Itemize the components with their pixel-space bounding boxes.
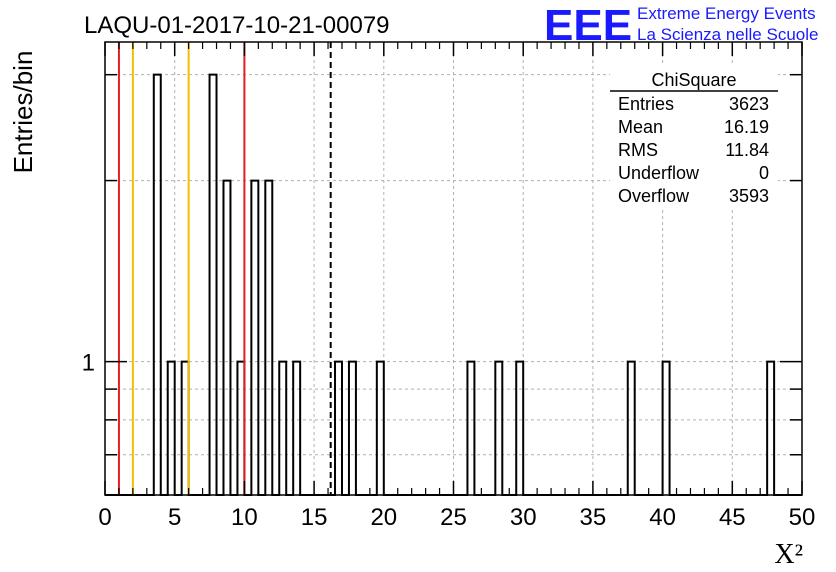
x-tick-label: 35 <box>580 504 607 531</box>
histogram-bin <box>182 362 189 495</box>
x-tick-label: 15 <box>301 504 328 531</box>
histogram-bin <box>293 362 300 495</box>
histogram-bin <box>168 362 175 495</box>
histogram-bin <box>467 362 474 495</box>
x-axis-label: X² <box>774 539 803 570</box>
logo-line-1: Extreme Energy Events <box>637 4 816 23</box>
histogram-bin <box>279 362 286 495</box>
histogram-bin <box>154 75 161 495</box>
stats-value-overflow: 3593 <box>729 186 769 206</box>
stats-box-title: ChiSquare <box>651 70 736 90</box>
x-tick-label: 25 <box>440 504 467 531</box>
x-tick-label: 45 <box>719 504 746 531</box>
stats-label-underflow: Underflow <box>618 163 700 183</box>
grid <box>105 42 802 496</box>
stats-label-entries: Entries <box>618 94 674 114</box>
x-tick-label: 10 <box>231 504 258 531</box>
histogram-bin <box>495 362 502 495</box>
reference-lines <box>117 42 332 495</box>
logo-line-2: La Scienza nelle Scuole <box>637 25 818 44</box>
histogram-bin <box>223 181 230 495</box>
x-tick-label: 30 <box>510 504 537 531</box>
histogram-bin <box>628 362 635 495</box>
stats-value-entries: 3623 <box>729 94 769 114</box>
x-tick-label: 0 <box>98 504 111 531</box>
eee-logo: EEE Extreme Energy Events La Scienza nel… <box>544 1 818 50</box>
x-tick-label: 40 <box>649 504 676 531</box>
axis-ticks: 0 5 10 15 20 25 30 35 40 45 50 1 <box>82 42 816 531</box>
stats-box-background <box>610 66 778 210</box>
stats-label-rms: RMS <box>618 140 658 160</box>
histogram-bin <box>265 181 272 495</box>
y-tick-label: 1 <box>82 350 95 377</box>
x-tick-label: 5 <box>168 504 181 531</box>
histogram-bin <box>377 362 384 495</box>
stats-value-mean: 16.19 <box>724 117 769 137</box>
histogram-bin <box>210 75 217 495</box>
eee-logo-mark: EEE <box>544 1 632 50</box>
chart-title: LAQU-01-2017-10-21-00079 <box>84 12 390 39</box>
x-tick-label: 20 <box>370 504 397 531</box>
histogram-bin <box>516 362 523 495</box>
stats-value-underflow: 0 <box>759 163 769 183</box>
histogram-bin <box>335 362 342 495</box>
histogram-bin <box>663 362 670 495</box>
stats-box: ChiSquare Entries 3623 Mean 16.19 RMS 11… <box>610 66 778 210</box>
histogram-bin <box>349 362 356 495</box>
stats-label-overflow: Overflow <box>618 186 690 206</box>
x-tick-label: 50 <box>789 504 816 531</box>
histogram-bin <box>767 362 774 495</box>
stats-label-mean: Mean <box>618 117 663 137</box>
histogram-bin <box>251 181 258 495</box>
y-axis-label: Entries/bin <box>8 51 38 174</box>
stats-value-rms: 11.84 <box>725 140 769 160</box>
histogram-bin <box>237 362 244 495</box>
